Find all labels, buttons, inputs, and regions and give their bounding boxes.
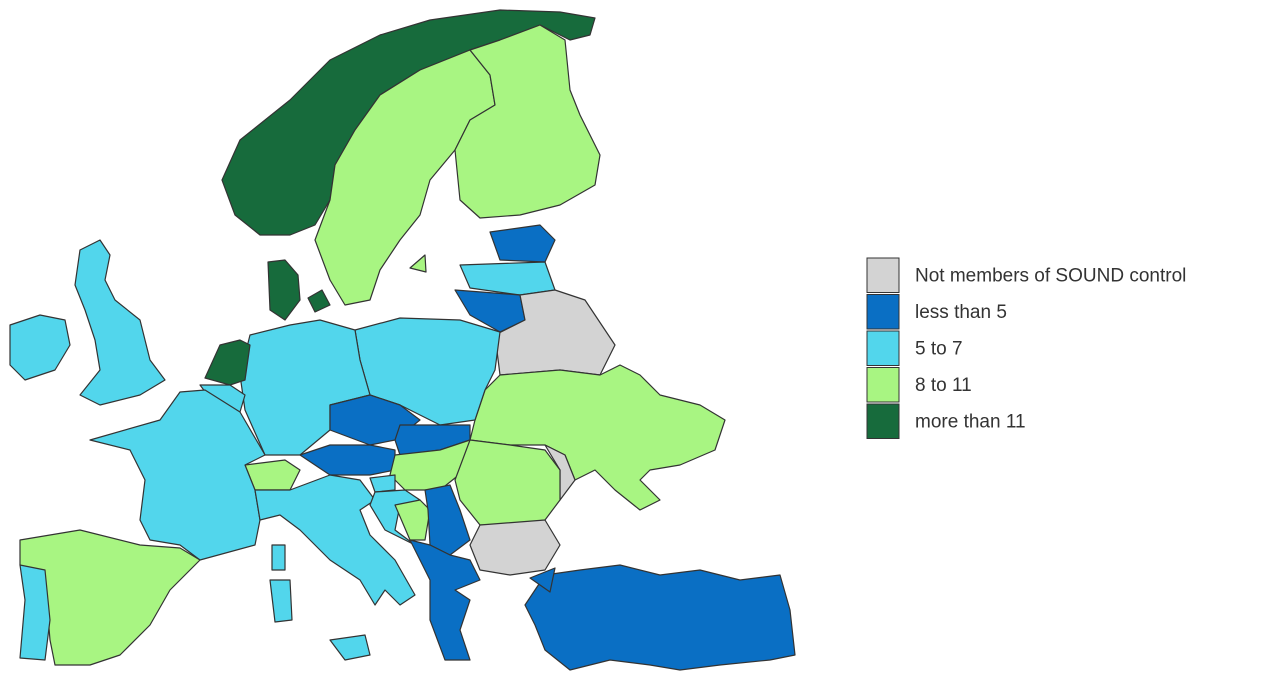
bulgaria — [469, 519, 561, 576]
latvia — [459, 261, 556, 296]
denmark-island — [307, 289, 331, 313]
legend-label: more than 11 — [915, 411, 1026, 432]
sardinia — [269, 579, 293, 623]
denmark — [267, 259, 301, 321]
legend-label: 8 to 11 — [915, 375, 972, 396]
estonia — [489, 224, 556, 263]
legend-swatch — [866, 294, 900, 330]
united-kingdom — [74, 239, 166, 406]
slovenia — [369, 474, 396, 493]
ireland — [9, 314, 71, 381]
romania — [454, 439, 561, 526]
france — [89, 389, 266, 561]
legend-label: Not members of SOUND control — [915, 265, 1186, 286]
legend-swatch — [866, 257, 900, 293]
portugal — [19, 564, 51, 661]
legend-swatch — [866, 367, 900, 403]
greece-balkans — [409, 539, 481, 661]
bosnia — [394, 499, 431, 541]
legend-label: less than 5 — [915, 302, 1007, 323]
turkey — [524, 564, 796, 671]
legend-swatch — [866, 403, 900, 439]
austria — [299, 444, 396, 476]
europe-map — [9, 9, 796, 671]
netherlands — [204, 339, 251, 386]
serbia — [424, 484, 471, 556]
gotland — [409, 254, 427, 273]
legend: Not members of SOUND control less than 5 5… — [866, 257, 1186, 439]
turkey-thrace — [529, 567, 556, 593]
corsica — [271, 544, 286, 571]
finland — [454, 24, 601, 219]
legend-swatch — [866, 330, 900, 366]
croatia — [369, 489, 421, 546]
ukraine — [469, 364, 726, 511]
legend-label: 5 to 7 — [915, 338, 963, 359]
sicily — [329, 634, 371, 661]
italy — [254, 474, 416, 606]
